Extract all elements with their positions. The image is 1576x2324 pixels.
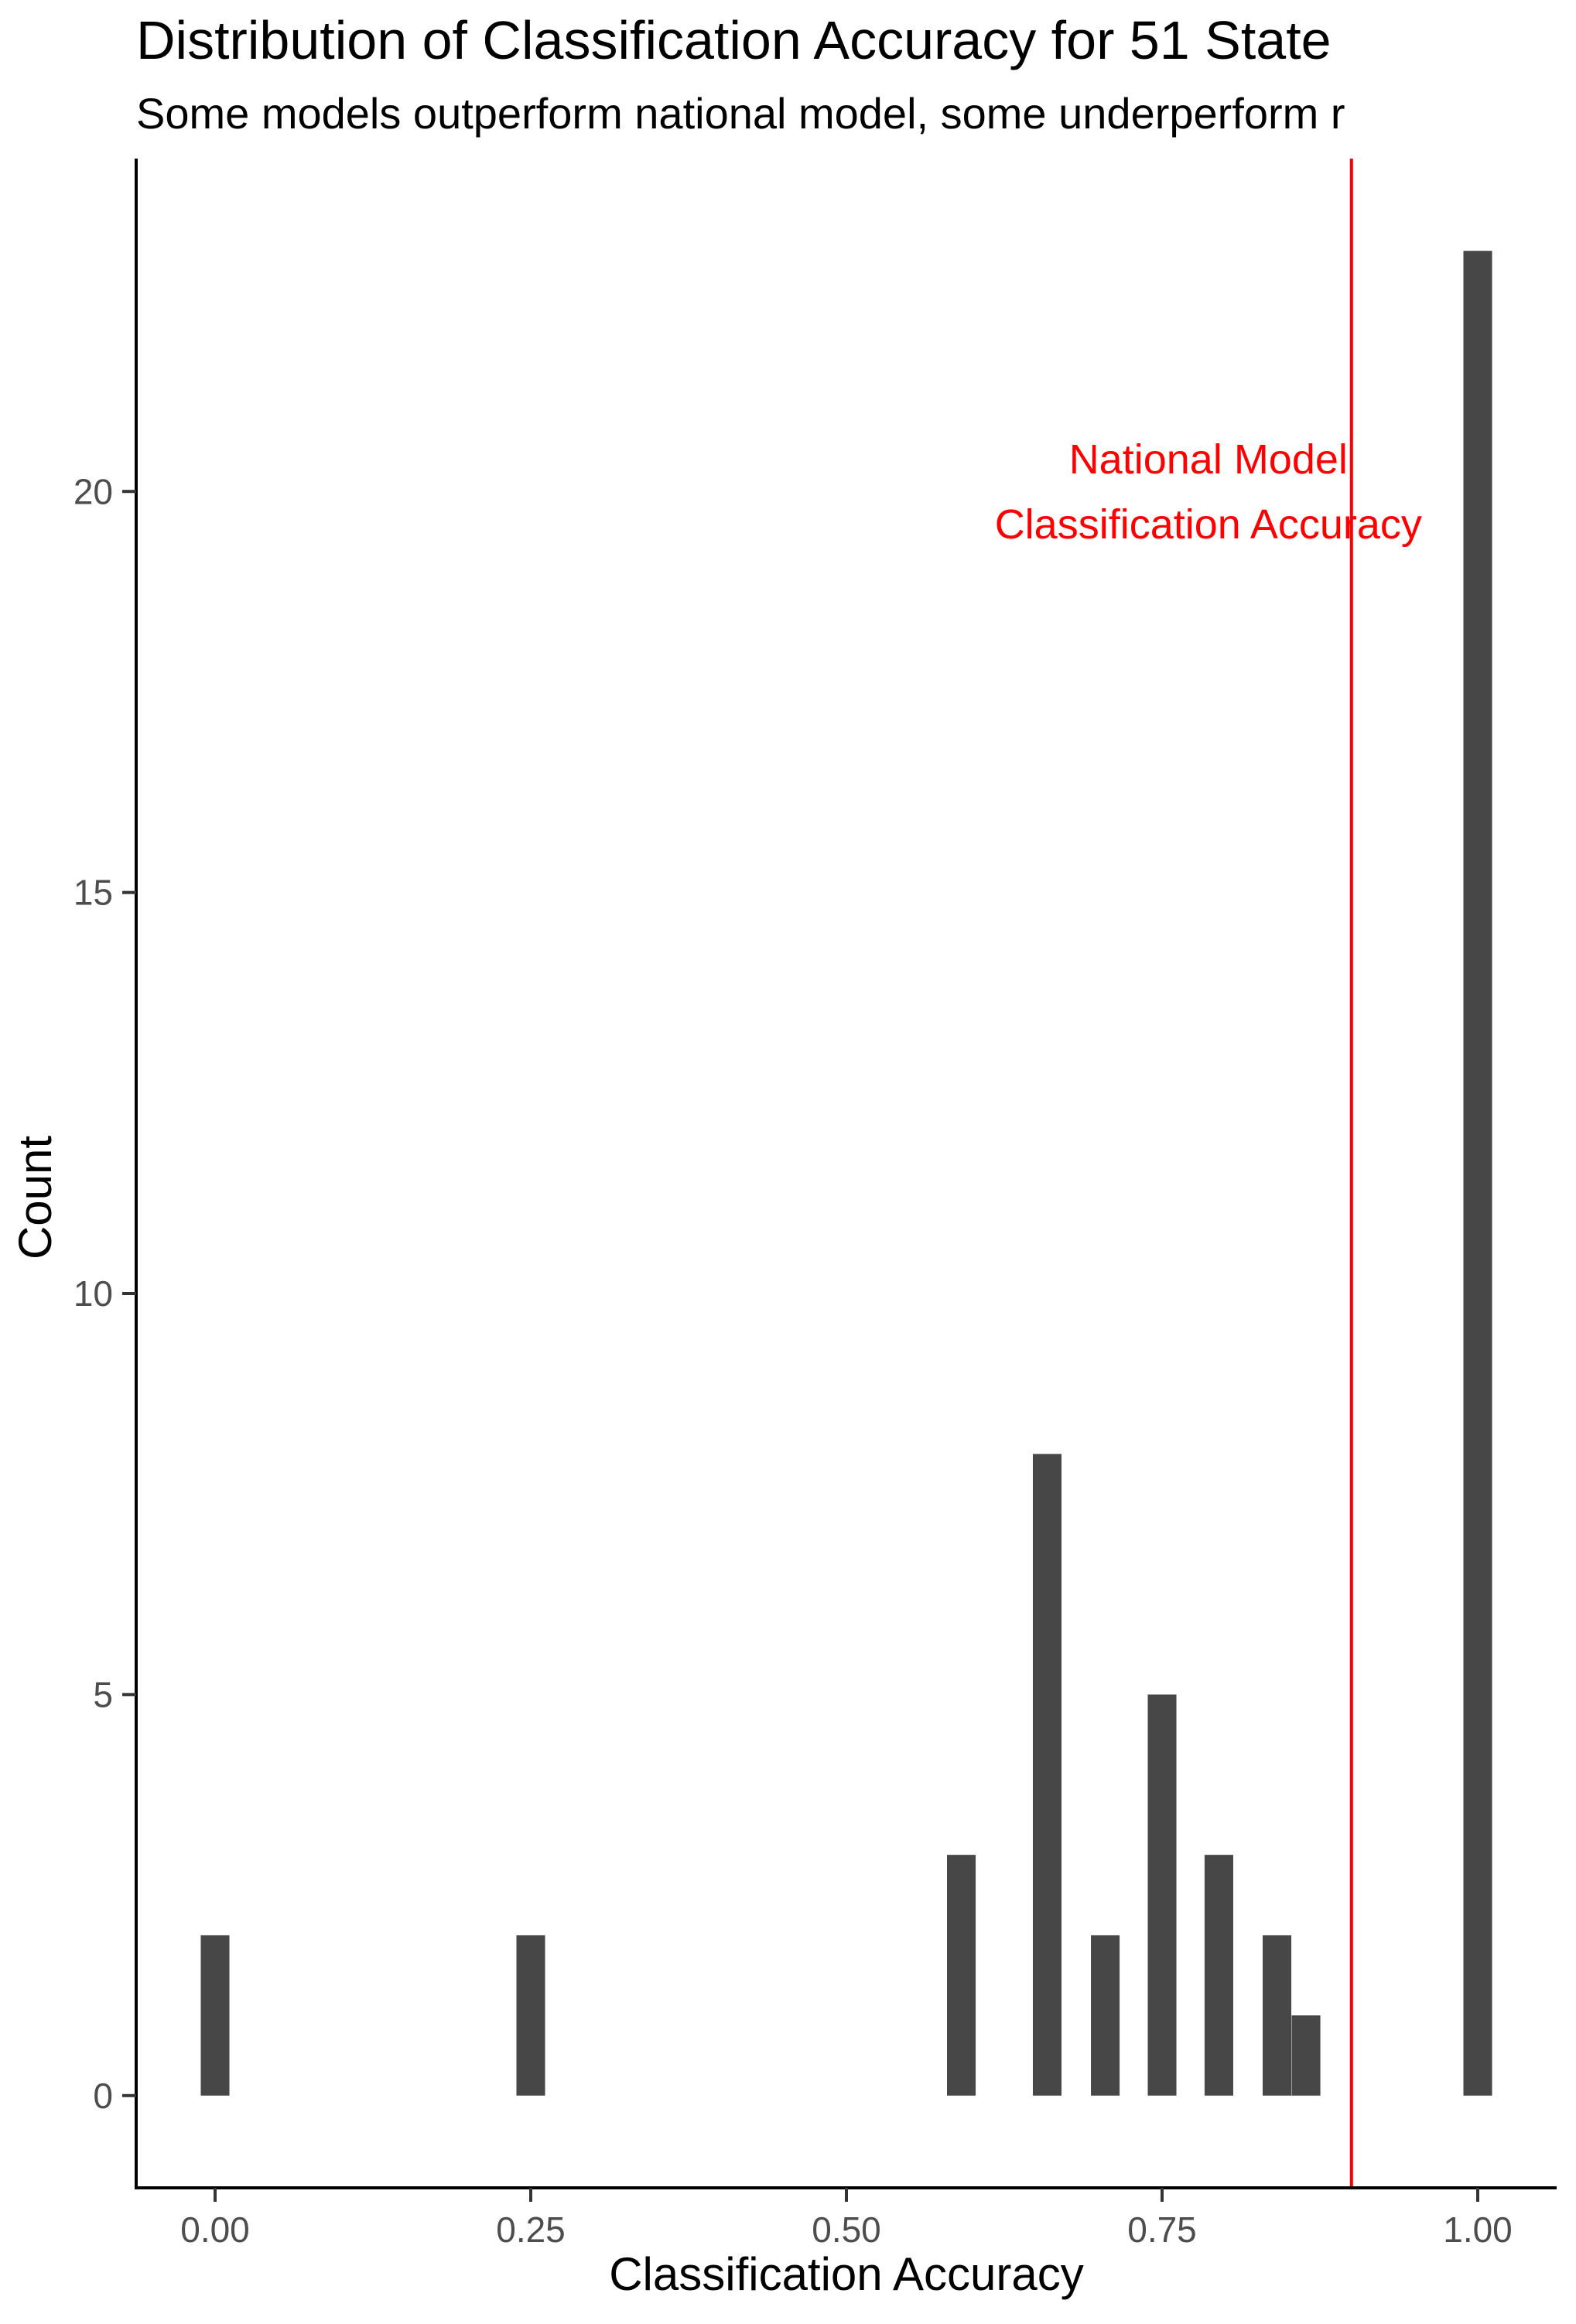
- histogram-bar: [1463, 251, 1492, 2096]
- x-tick-label: 0.25: [496, 2210, 566, 2250]
- histogram-bar: [1147, 1694, 1177, 2096]
- x-axis-ticks: 0.00 0.25 0.50 0.75 1.00: [180, 2188, 1513, 2250]
- histogram-bar: [1291, 2015, 1321, 2096]
- x-tick-label: 1.00: [1443, 2210, 1513, 2250]
- x-tick-label: 0.00: [180, 2210, 250, 2250]
- chart-subtitle: Some models outperform national model, s…: [136, 89, 1345, 138]
- y-axis-ticks: 0 5 10 15 20: [74, 471, 136, 2116]
- chart-title: Distribution of Classification Accuracy …: [136, 10, 1332, 70]
- y-axis-label: Count: [9, 1136, 61, 1259]
- histogram-bar: [1032, 1454, 1062, 2096]
- x-tick-label: 0.50: [812, 2210, 881, 2250]
- histogram-bar: [1262, 1935, 1292, 2096]
- y-tick-label: 0: [93, 2076, 113, 2116]
- histogram-bar: [200, 1935, 230, 2096]
- y-tick-label: 20: [74, 471, 113, 511]
- reference-line-annotation: National Model: [1069, 436, 1348, 483]
- reference-line-annotation: Classification Accuracy: [995, 501, 1422, 548]
- x-axis-label: Classification Accuracy: [609, 2248, 1084, 2300]
- x-tick-label: 0.75: [1127, 2210, 1197, 2250]
- y-tick-label: 10: [74, 1273, 113, 1314]
- plot-area: National Model Classification Accuracy: [200, 159, 1492, 2188]
- y-tick-label: 15: [74, 873, 113, 913]
- histogram-bar: [1091, 1935, 1120, 2096]
- histogram-bar: [1204, 1854, 1233, 2096]
- histogram-bar: [946, 1854, 976, 2096]
- histogram-bar: [516, 1935, 545, 2096]
- y-tick-label: 5: [93, 1674, 113, 1714]
